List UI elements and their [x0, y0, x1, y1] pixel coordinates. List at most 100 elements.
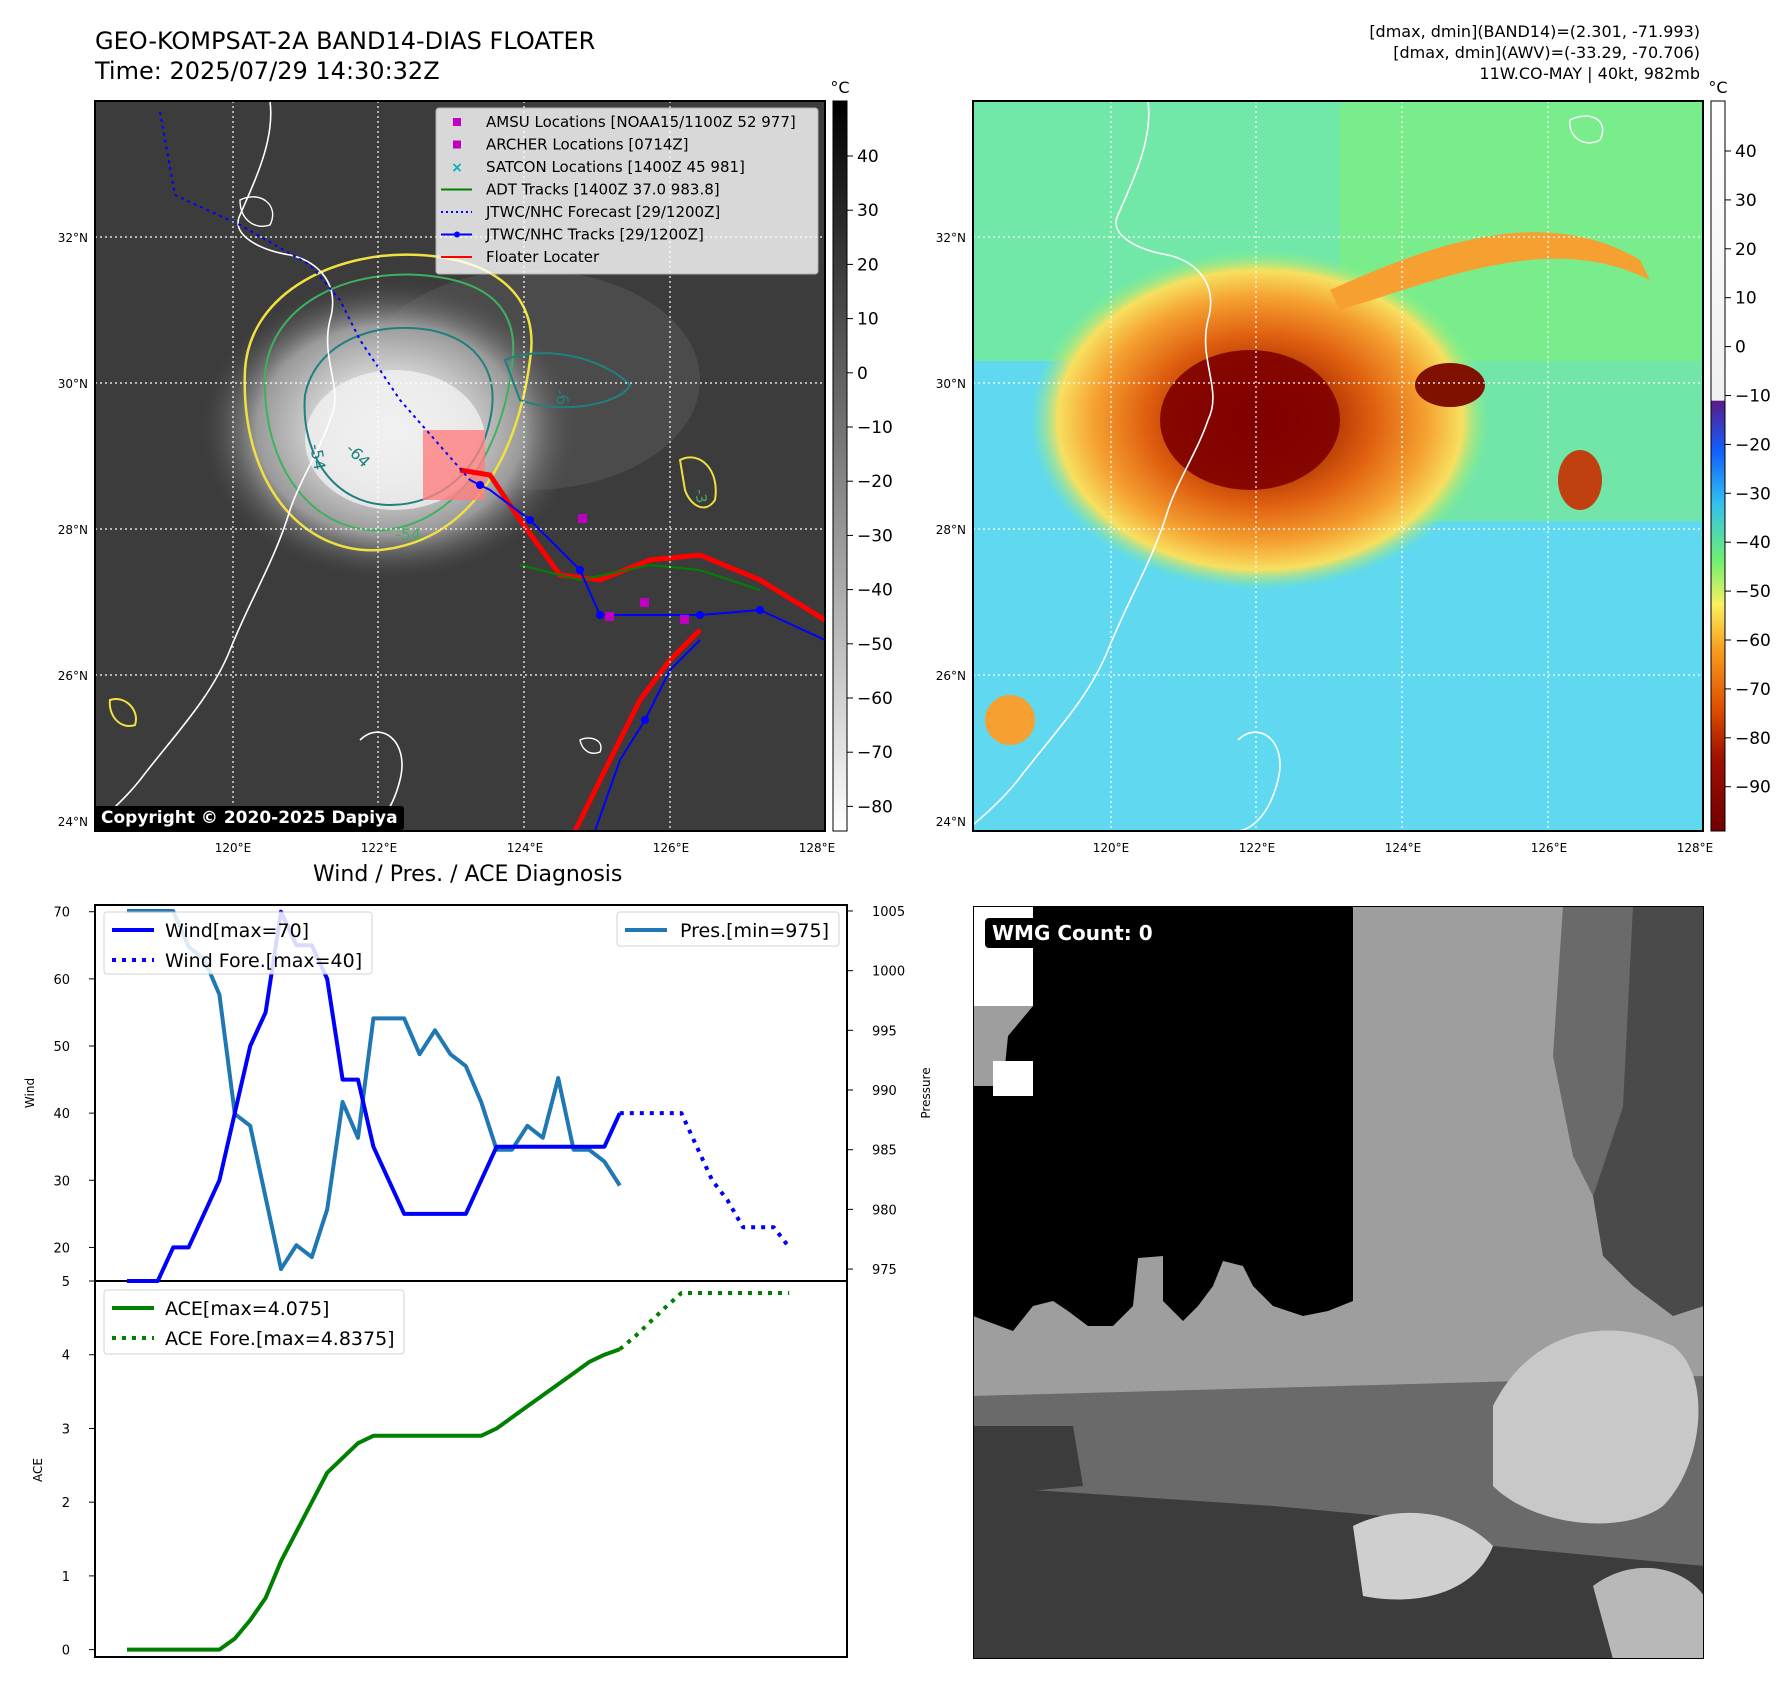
- ace-tick-label: 3: [62, 1422, 70, 1437]
- lat-tick-label: 32°N: [936, 231, 966, 245]
- ace-series-line: [127, 1347, 621, 1652]
- legend-marker-x: ×: [451, 160, 463, 176]
- pressure-tick-label: 995: [872, 1024, 897, 1039]
- contour-label: -54: [395, 525, 421, 544]
- lon-tick-label: 122°E: [1239, 841, 1276, 855]
- colorbar-tick-label: 20: [857, 255, 879, 275]
- wind-tick-label: 60: [53, 973, 70, 988]
- ace-legend: ACE[max=4.075] ACE Fore.[max=4.8375]: [103, 1289, 405, 1355]
- ir-map-panel: -54 -64 -54 -6 -3 AMSU Locations [NOAA15…: [58, 78, 1771, 855]
- pressure-legend: Pres.[min=975]: [616, 911, 840, 947]
- contour-label: -54: [306, 442, 329, 471]
- pressure-tick-label: 1000: [872, 965, 905, 980]
- ace-forecast-series-line: [618, 1291, 790, 1351]
- ir-contour-mid: [263, 273, 515, 532]
- legend-ace: ACE[max=4.075]: [165, 1298, 329, 1320]
- lon-tick-label: 120°E: [215, 841, 252, 855]
- lat-tick-label: 32°N: [58, 231, 88, 245]
- legend-wind-forecast: Wind Fore.[max=40]: [165, 950, 362, 972]
- contour-label: -3: [691, 488, 709, 505]
- enh-colorbar: [1710, 100, 1726, 832]
- colorbar-tick-label: −90: [1735, 778, 1771, 798]
- colorbar-tick-label: −70: [1735, 680, 1771, 700]
- copyright-label: Copyright © 2020-2025 Dapiya: [95, 806, 404, 830]
- ace-tick-label: 0: [62, 1644, 70, 1659]
- colorbar-tick-label: −50: [857, 635, 893, 655]
- colorbar-tick-label: −80: [857, 797, 893, 817]
- ace-tick-label: 5: [62, 1275, 70, 1290]
- legend-wind: Wind[max=70]: [165, 920, 309, 942]
- amsu-location: [578, 514, 587, 523]
- lon-tick-label: 124°E: [507, 841, 544, 855]
- info-band14-range: [dmax, dmin](BAND14)=(2.301, -71.993): [1369, 22, 1700, 41]
- wind-series-line: [127, 909, 622, 1283]
- ir-contour-inner: [303, 326, 494, 507]
- legend-marker-square: [453, 118, 461, 126]
- ace-axes: [94, 1280, 848, 1658]
- floater-locater-track: [459, 467, 825, 623]
- ir-map-legend: AMSU Locations [NOAA15/1100Z 52 977] ARCH…: [435, 107, 819, 275]
- ir-contour-outer: [243, 253, 533, 552]
- figure-time: Time: 2025/07/29 14:30:32Z: [95, 57, 440, 85]
- jtwc-forecast-track: [159, 111, 471, 481]
- legend-pressure: Pres.[min=975]: [680, 920, 829, 942]
- colorbar-tick-label: 20: [1735, 240, 1757, 260]
- legend-label: JTWC/NHC Tracks [29/1200Z]: [485, 226, 704, 244]
- legend-label: AMSU Locations [NOAA15/1100Z 52 977]: [486, 113, 796, 131]
- colorbar-tick-label: −40: [1735, 533, 1771, 553]
- lat-tick-label: 26°N: [58, 669, 88, 683]
- legend-label: Floater Locater: [486, 248, 600, 266]
- pressure-tick-label: 975: [872, 1263, 897, 1278]
- ir-coastline: [95, 101, 336, 826]
- wind-legend: Wind[max=70] Wind Fore.[max=40]: [103, 911, 373, 975]
- lon-tick-label: 126°E: [653, 841, 690, 855]
- enh-coastline: [973, 101, 1214, 826]
- legend-ace-forecast: ACE Fore.[max=4.8375]: [165, 1328, 395, 1350]
- colorbar-tick-label: −10: [857, 418, 893, 438]
- wind-axis-label: Wind: [23, 1078, 37, 1108]
- colorbar-tick-label: 10: [1735, 289, 1757, 309]
- contour-label: -6: [551, 387, 572, 406]
- info-storm: 11W.CO-MAY | 40kt, 982mb: [1479, 64, 1700, 83]
- pressure-tick-label: 980: [872, 1203, 897, 1218]
- info-awv-range: [dmax, dmin](AWV)=(-33.29, -70.706): [1393, 43, 1700, 62]
- diagnosis-chart: 20 30 40 50 60 70 975 980 985 990 995 1000 1005 0 1 2…: [23, 904, 933, 1659]
- ir-colorbar: [832, 100, 848, 832]
- ace-tick-label: 4: [62, 1349, 70, 1364]
- lon-tick-label: 128°E: [1677, 841, 1714, 855]
- enh-gridlines: [973, 101, 1703, 831]
- wmg-cold-region: [973, 906, 1353, 1331]
- colorbar-tick-label: 0: [857, 364, 868, 384]
- colorbar-tick-label: 30: [857, 201, 879, 221]
- colorbar-tick-label: 0: [1735, 338, 1746, 358]
- colorbar-tick-label: 40: [1735, 142, 1757, 162]
- legend-label: ADT Tracks [1400Z 37.0 983.8]: [486, 181, 720, 199]
- legend-marker-square: [453, 140, 461, 149]
- lat-tick-label: 30°N: [936, 377, 966, 391]
- colorbar-tick-label: −30: [857, 526, 893, 546]
- ace-tick-label: 2: [62, 1496, 70, 1511]
- pressure-tick-label: 985: [872, 1144, 897, 1159]
- enh-colorbar-unit: °C: [1708, 78, 1727, 97]
- colorbar-tick-label: 30: [1735, 191, 1757, 211]
- lat-tick-label: 26°N: [936, 669, 966, 683]
- wmg-count-label: WMG Count: 0: [985, 918, 1160, 948]
- lat-tick-label: 30°N: [58, 377, 88, 391]
- figure-title: GEO-KOMPSAT-2A BAND14-DIAS FLOATER: [95, 27, 596, 55]
- colorbar-tick-label: −20: [1735, 435, 1771, 455]
- wind-tick-label: 20: [53, 1241, 70, 1256]
- colorbar-tick-label: 40: [857, 147, 879, 167]
- colorbar-tick-label: −60: [1735, 631, 1771, 651]
- colorbar-tick-label: −80: [1735, 729, 1771, 749]
- legend-label: ARCHER Locations [0714Z]: [486, 136, 689, 154]
- colorbar-tick-label: −50: [1735, 582, 1771, 602]
- pressure-tick-label: 990: [872, 1084, 897, 1099]
- lon-tick-label: 120°E: [1093, 841, 1130, 855]
- ace-tick-label: 1: [62, 1570, 70, 1585]
- colorbar-tick-label: −60: [857, 689, 893, 709]
- lon-tick-label: 128°E: [799, 841, 836, 855]
- colorbar-tick-label: −30: [1735, 484, 1771, 504]
- lat-tick-label: 28°N: [936, 523, 966, 537]
- wind-tick-label: 40: [53, 1107, 70, 1122]
- legend-label: JTWC/NHC Forecast [29/1200Z]: [485, 203, 720, 221]
